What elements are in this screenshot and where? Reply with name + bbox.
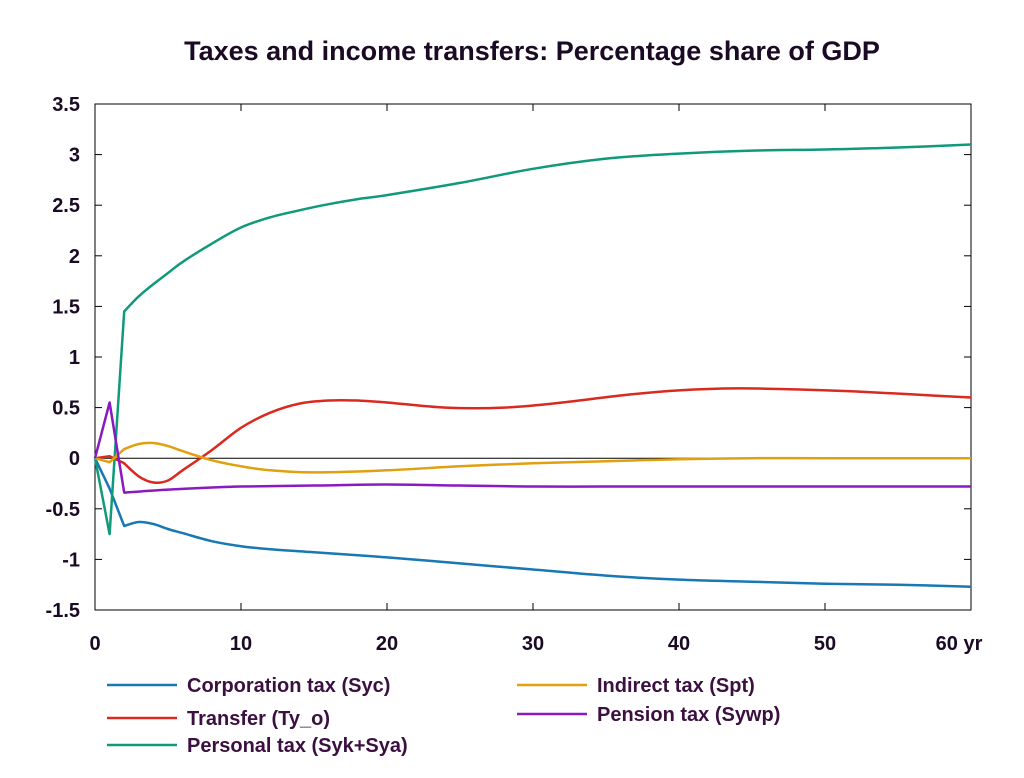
legend-label-indirect-tax-spt: Indirect tax (Spt) (597, 675, 755, 697)
legend-label-pension-tax-sywp: Pension tax (Sywp) (597, 704, 780, 726)
x-tick-label: 40 (668, 633, 690, 655)
x-tick-label: 60 yr (936, 633, 983, 655)
series-line-transfer-ty-o (94, 387, 972, 485)
legend-label-personal-tax-syk-sya: Personal tax (Syk+Sya) (187, 735, 408, 757)
x-tick-label: 0 (89, 633, 100, 655)
y-tick-label: 1 (69, 347, 80, 369)
y-tick-label: -1.5 (46, 600, 80, 622)
y-tick-label: -1 (62, 549, 80, 571)
series-line-indirect-tax-spt (94, 441, 971, 474)
y-tick-label: 2 (69, 246, 80, 268)
series-line-pension-tax-sywp (93, 401, 971, 494)
y-tick-label: 1.5 (52, 296, 80, 318)
y-tick-label: 0 (69, 448, 80, 470)
plot-area: 3.5 3 2.5 2 1.5 1 0.5 0 -0.5 -1 -1.5 0 10 20 30 40 50 60 … (46, 94, 983, 655)
legend-label-corporation-tax-syc: Corporation tax (Syc) (187, 675, 390, 697)
series-line-corporation-tax-syc (93, 457, 972, 588)
legend-label-transfer-ty-o: Transfer (Ty_o) (187, 708, 330, 730)
x-tick-label: 10 (230, 633, 252, 655)
y-tick-label: 2.5 (52, 195, 80, 217)
y-tick-label: -0.5 (46, 499, 80, 521)
x-tick-label: 50 (814, 633, 836, 655)
chart-title: Taxes and income transfers: Percentage s… (184, 36, 880, 66)
x-tick-label: 20 (376, 633, 398, 655)
y-tick-label: 3.5 (52, 94, 80, 116)
plot-frame (94, 103, 972, 611)
series-line-personal-tax-syk-sya (93, 143, 972, 536)
y-tick-label: 0.5 (52, 398, 80, 420)
legend: Corporation tax (Syc) Transfer (Ty_o) Pers… (107, 675, 780, 757)
x-tick-label: 30 (522, 633, 544, 655)
y-tick-label: 3 (69, 145, 80, 167)
